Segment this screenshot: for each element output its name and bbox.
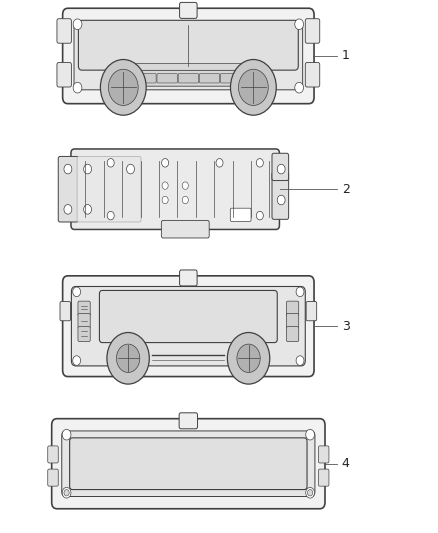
FancyBboxPatch shape (62, 431, 315, 497)
Circle shape (227, 333, 270, 384)
Circle shape (100, 60, 146, 115)
FancyBboxPatch shape (78, 301, 90, 316)
Circle shape (237, 344, 260, 373)
Circle shape (295, 82, 304, 93)
FancyBboxPatch shape (286, 327, 299, 342)
FancyBboxPatch shape (318, 446, 329, 463)
Circle shape (117, 344, 140, 373)
Circle shape (256, 159, 263, 167)
Circle shape (73, 82, 82, 93)
Circle shape (62, 487, 71, 498)
FancyBboxPatch shape (57, 62, 71, 87)
Circle shape (277, 195, 285, 205)
FancyBboxPatch shape (230, 208, 251, 222)
FancyBboxPatch shape (286, 313, 299, 328)
FancyBboxPatch shape (71, 287, 305, 366)
Text: 3: 3 (342, 320, 350, 333)
FancyBboxPatch shape (63, 276, 314, 376)
Circle shape (127, 164, 134, 174)
FancyBboxPatch shape (161, 221, 209, 238)
Circle shape (64, 489, 69, 496)
FancyBboxPatch shape (305, 19, 320, 43)
FancyBboxPatch shape (157, 74, 177, 83)
Circle shape (296, 287, 304, 296)
FancyBboxPatch shape (318, 469, 329, 486)
FancyBboxPatch shape (134, 70, 243, 86)
FancyBboxPatch shape (70, 438, 307, 489)
FancyBboxPatch shape (78, 20, 298, 70)
Circle shape (306, 430, 314, 440)
Circle shape (107, 211, 114, 220)
Circle shape (296, 356, 304, 366)
Text: 1: 1 (342, 50, 350, 62)
FancyBboxPatch shape (178, 74, 198, 83)
Circle shape (162, 159, 169, 167)
FancyBboxPatch shape (78, 313, 90, 328)
Circle shape (73, 19, 82, 29)
FancyBboxPatch shape (113, 63, 264, 71)
FancyBboxPatch shape (77, 157, 141, 222)
FancyBboxPatch shape (78, 327, 90, 342)
Circle shape (84, 205, 92, 214)
Circle shape (162, 182, 168, 189)
Circle shape (239, 69, 268, 106)
FancyBboxPatch shape (180, 270, 197, 286)
Circle shape (307, 489, 313, 496)
FancyBboxPatch shape (48, 469, 58, 486)
FancyBboxPatch shape (180, 3, 197, 19)
Circle shape (162, 196, 168, 204)
Circle shape (64, 164, 72, 174)
FancyBboxPatch shape (272, 154, 289, 181)
FancyBboxPatch shape (221, 74, 241, 83)
FancyBboxPatch shape (58, 157, 78, 222)
FancyBboxPatch shape (63, 9, 314, 103)
Circle shape (62, 430, 71, 440)
FancyBboxPatch shape (136, 74, 156, 83)
FancyBboxPatch shape (60, 302, 71, 321)
FancyBboxPatch shape (199, 74, 220, 83)
Text: 4: 4 (342, 457, 350, 470)
Circle shape (230, 60, 276, 115)
Circle shape (256, 211, 263, 220)
Circle shape (107, 159, 114, 167)
Text: 2: 2 (342, 183, 350, 196)
FancyBboxPatch shape (179, 413, 198, 429)
FancyBboxPatch shape (71, 149, 279, 229)
Circle shape (277, 164, 285, 174)
FancyBboxPatch shape (272, 172, 289, 220)
FancyBboxPatch shape (305, 62, 320, 87)
Circle shape (64, 205, 72, 214)
Circle shape (182, 182, 188, 189)
Circle shape (182, 196, 188, 204)
FancyBboxPatch shape (306, 302, 317, 321)
FancyBboxPatch shape (74, 22, 303, 90)
Circle shape (73, 287, 81, 296)
Circle shape (295, 19, 304, 29)
FancyBboxPatch shape (57, 19, 71, 43)
FancyBboxPatch shape (52, 419, 325, 508)
FancyBboxPatch shape (48, 446, 58, 463)
Circle shape (109, 69, 138, 106)
FancyBboxPatch shape (286, 301, 299, 316)
Circle shape (107, 333, 149, 384)
Circle shape (306, 487, 314, 498)
Circle shape (84, 164, 92, 174)
Circle shape (216, 159, 223, 167)
Circle shape (73, 356, 81, 366)
FancyBboxPatch shape (99, 290, 277, 343)
